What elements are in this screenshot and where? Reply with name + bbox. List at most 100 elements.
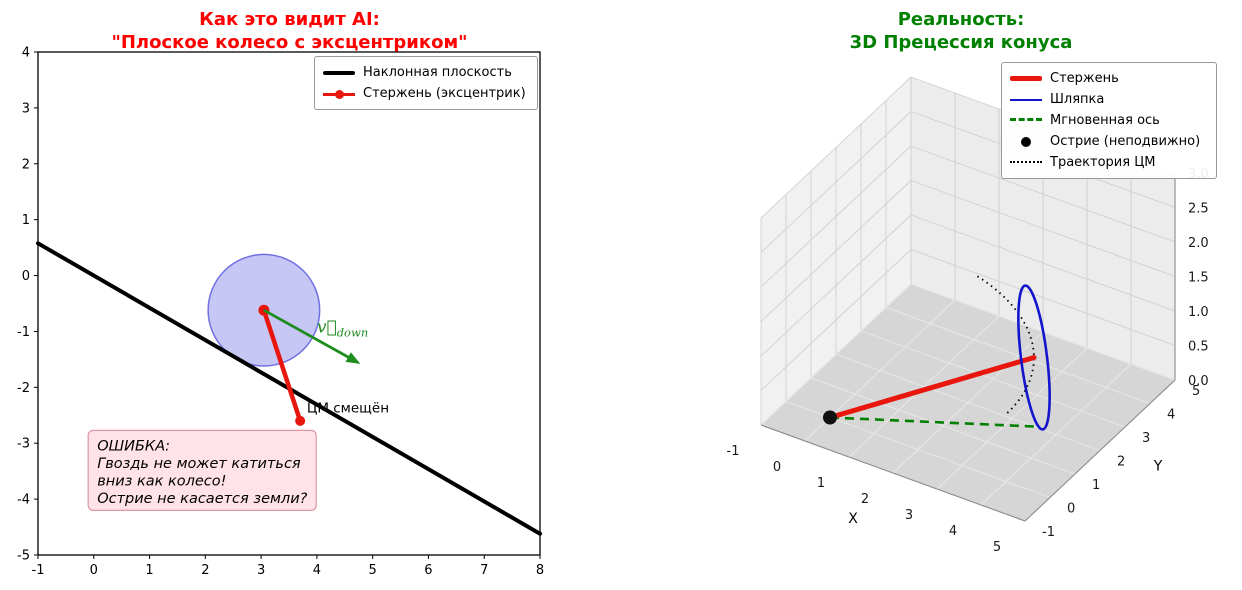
grid-line (910, 145, 1176, 243)
x-tick-label: 3 (905, 508, 913, 523)
x-tick-label: 8 (536, 563, 544, 578)
grid-line (885, 307, 1151, 404)
y-tick-label: 0 (22, 269, 30, 284)
error-note-line-1: Гвоздь не может катиться (97, 456, 301, 472)
velocity-arrow-head (345, 352, 361, 364)
grid-line (760, 111, 912, 253)
x-tick-label: 1 (145, 563, 153, 578)
y-tick-label: -1 (1042, 525, 1055, 540)
grid-line (760, 424, 1026, 522)
y-axis-label: Y (1153, 459, 1163, 475)
grid-line (1024, 379, 1176, 522)
cap-swatch (1010, 93, 1042, 107)
y-tick-label: -1 (17, 325, 30, 340)
grid-line (760, 214, 912, 357)
error-note-line-2: вниз как колесо! (97, 473, 226, 489)
x-tick-label: 0 (773, 460, 781, 475)
y-tick-label: 0 (1067, 502, 1075, 517)
left-legend: Наклонная плоскость Стержень (эксцентрик… (314, 56, 538, 110)
legend-label-rod-3d: Стержень (1050, 71, 1119, 86)
grid-line (910, 214, 1176, 312)
left-title-line1: Как это видит AI: (199, 9, 380, 30)
rod-line (261, 307, 303, 424)
z-tick-label: 0.0 (1188, 374, 1209, 389)
legend-item-instant-axis: Мгновенная ось (1010, 110, 1208, 131)
error-note-line-0: ОШИБКА: (97, 438, 170, 454)
error-note-box (87, 429, 317, 511)
x-tick-label: 2 (861, 492, 869, 507)
velocity-label: v⃗down (317, 318, 368, 340)
x-tick-label: -1 (727, 444, 740, 459)
left-title-line2: "Плоское колесо с эксцентриком" (111, 32, 468, 53)
right-chart-title: Реальность: 3D Прецессия конуса (741, 8, 1181, 54)
x-axis-label: X (848, 511, 858, 527)
cm-trajectory-line (975, 274, 1035, 414)
grid-line (810, 377, 1076, 475)
legend-item-pivot: Острие (неподвижно) (1010, 131, 1208, 152)
instant-axis-swatch (1010, 114, 1042, 128)
pivot-point-marker (823, 410, 837, 425)
legend-label-plane: Наклонная плоскость (363, 65, 512, 80)
x-tick-label: 3 (257, 563, 265, 578)
rod-line-swatch (323, 87, 355, 101)
right-legend: Стержень Шляпка Мгновенная ось Острие (н… (1001, 62, 1217, 179)
legend-item-rod-2d: Стержень (эксцентрик) (323, 83, 529, 104)
y-tick-label: -5 (17, 549, 30, 564)
y-tick-label: 4 (22, 46, 30, 61)
y-tick-label: 2 (22, 157, 30, 172)
z-tick-label: 2.5 (1188, 202, 1209, 217)
rod-3d-line (827, 355, 1037, 420)
instant-axis-line (829, 416, 1035, 428)
left-chart-panel: -1 0 1 2 3 4 5 6 7 8 -5 -4 -3 -2 -1 0 1 2 3 4 v⃗down ЦМ смещё… (17, 8, 544, 579)
legend-label-instant-axis: Мгновенная ось (1050, 113, 1160, 128)
x-tick-label: 4 (313, 563, 321, 578)
x-tick-label: 1 (817, 476, 825, 491)
left-chart-svg: -1 0 1 2 3 4 5 6 7 8 -5 -4 -3 -2 -1 0 1 2 3 4 v⃗down ЦМ смещё… (17, 46, 544, 579)
y-tick-label: 1 (22, 213, 30, 228)
legend-label-rod-2d: Стержень (эксцентрик) (363, 86, 526, 101)
y-tick-label: 2 (1117, 455, 1125, 470)
grid-line (760, 76, 912, 219)
plane-line-swatch (323, 66, 355, 80)
x-tick-label: 7 (480, 563, 488, 578)
grid-line (835, 354, 1101, 451)
x-tick-label: 6 (424, 563, 432, 578)
pivot-swatch (1010, 135, 1042, 149)
right-title-line1: Реальность: (897, 9, 1025, 30)
legend-label-trajectory: Траектория ЦМ (1050, 155, 1156, 170)
velocity-arrow-shaft (263, 308, 353, 361)
grid-line (760, 180, 912, 322)
x-tick-label: 5 (993, 540, 1001, 555)
y-tick-label: 4 (1167, 408, 1175, 423)
trajectory-swatch (1010, 156, 1042, 170)
grid-line (860, 330, 1126, 428)
y-tick-label: 3 (1142, 431, 1150, 446)
legend-item-plane: Наклонная плоскость (323, 62, 529, 83)
grid-line (760, 249, 912, 391)
grid-line (760, 145, 912, 288)
y-tick-label: 1 (1092, 478, 1100, 493)
z-tick-label: 2.0 (1188, 236, 1209, 251)
right-chart-panel: -1012345-10123450.00.51.01.52.02.53.0XY … (621, 0, 1242, 590)
x-tick-label: 2 (201, 563, 209, 578)
right-title-line2: 3D Прецессия конуса (849, 32, 1073, 53)
z-tick-label: 0.5 (1188, 340, 1209, 355)
x-tick-label: 0 (90, 563, 98, 578)
z-tick-label: 1.0 (1188, 305, 1209, 320)
x-tick-label: 5 (369, 563, 377, 578)
legend-item-rod-3d: Стержень (1010, 68, 1208, 89)
z-tick-label: 1.5 (1188, 271, 1209, 286)
x-tick-label: 4 (949, 524, 957, 539)
legend-item-trajectory: Траектория ЦМ (1010, 152, 1208, 173)
y-tick-label: 3 (22, 101, 30, 116)
legend-item-cap: Шляпка (1010, 89, 1208, 110)
y-tick-label: 5 (1192, 384, 1200, 399)
rod-3d-swatch (1010, 72, 1042, 86)
cap-ellipse (1017, 284, 1051, 431)
y-tick-label: -4 (17, 493, 30, 508)
left-chart-title: Как это видит AI: "Плоское колесо с эксц… (39, 8, 540, 54)
grid-line (910, 249, 1176, 346)
rod-end-marker (295, 415, 306, 426)
